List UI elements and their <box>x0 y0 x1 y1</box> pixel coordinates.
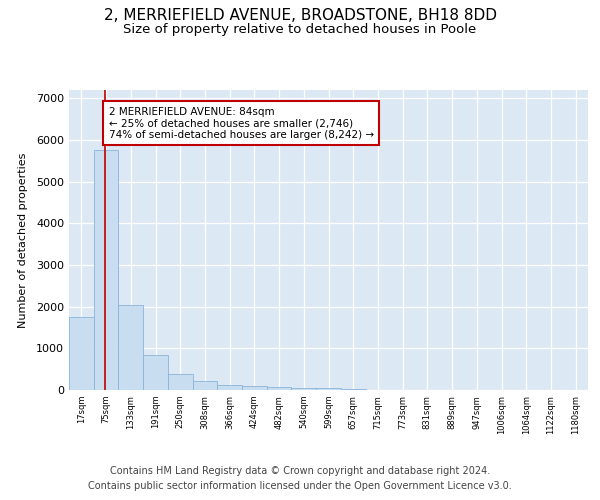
Text: Contains HM Land Registry data © Crown copyright and database right 2024.: Contains HM Land Registry data © Crown c… <box>110 466 490 476</box>
Text: Size of property relative to detached houses in Poole: Size of property relative to detached ho… <box>124 22 476 36</box>
Bar <box>118 304 143 390</box>
Bar <box>242 386 267 390</box>
Bar <box>316 388 341 390</box>
Bar <box>217 385 242 390</box>
Bar <box>292 388 316 390</box>
Bar <box>94 150 118 390</box>
Bar <box>193 381 217 390</box>
Text: 2 MERRIEFIELD AVENUE: 84sqm
← 25% of detached houses are smaller (2,746)
74% of : 2 MERRIEFIELD AVENUE: 84sqm ← 25% of det… <box>109 106 374 140</box>
Y-axis label: Number of detached properties: Number of detached properties <box>17 152 28 328</box>
Text: 2, MERRIEFIELD AVENUE, BROADSTONE, BH18 8DD: 2, MERRIEFIELD AVENUE, BROADSTONE, BH18 … <box>104 8 497 22</box>
Text: Contains public sector information licensed under the Open Government Licence v3: Contains public sector information licen… <box>88 481 512 491</box>
Bar <box>168 374 193 390</box>
Bar <box>341 389 365 390</box>
Bar <box>143 356 168 390</box>
Bar <box>267 386 292 390</box>
Bar <box>69 316 94 390</box>
